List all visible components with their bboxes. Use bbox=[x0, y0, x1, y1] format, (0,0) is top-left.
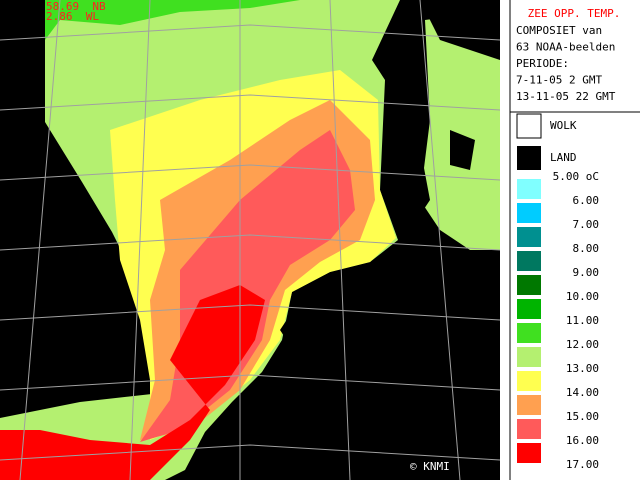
coord-lon: 2.86 WL bbox=[46, 10, 99, 23]
cloud-swatch bbox=[516, 113, 542, 139]
panel-line: COMPOSIET van bbox=[516, 24, 602, 37]
color-swatch bbox=[517, 419, 541, 439]
panel-line: 13-11-05 22 GMT bbox=[516, 90, 616, 103]
credit: © KNMI bbox=[410, 460, 450, 473]
land-swatch bbox=[517, 146, 541, 170]
scale-label: 17.00 bbox=[566, 458, 599, 471]
coord-lat: 58.69 NB bbox=[46, 0, 106, 13]
scale-label: 5.00 oC bbox=[553, 170, 599, 183]
scale-label: 8.00 bbox=[573, 242, 600, 255]
scale-label: 13.00 bbox=[566, 362, 599, 375]
scale-label: 15.00 bbox=[566, 410, 599, 423]
color-swatch bbox=[517, 251, 541, 271]
color-swatch bbox=[517, 371, 541, 391]
color-swatch bbox=[517, 203, 541, 223]
panel-line: 63 NOAA-beelden bbox=[516, 41, 615, 54]
color-swatch bbox=[517, 323, 541, 343]
scale-label: 7.00 bbox=[573, 218, 600, 231]
color-swatch bbox=[517, 299, 541, 319]
sea-map bbox=[0, 0, 500, 480]
color-swatch bbox=[517, 443, 541, 463]
scale-label: 16.00 bbox=[566, 434, 599, 447]
cloud-label: WOLK bbox=[550, 119, 577, 132]
color-swatch bbox=[517, 227, 541, 247]
color-swatch bbox=[517, 275, 541, 295]
graticule bbox=[0, 0, 501, 480]
land-label: LAND bbox=[550, 151, 577, 164]
scale-label: 6.00 bbox=[573, 194, 600, 207]
panel-title: ZEE OPP. TEMP. bbox=[528, 7, 621, 20]
scale-label: 10.00 bbox=[566, 290, 599, 303]
color-swatch bbox=[517, 347, 541, 367]
scale-label: 12.00 bbox=[566, 338, 599, 351]
scale-label: 9.00 bbox=[573, 266, 600, 279]
panel-line: PERIODE: bbox=[516, 57, 569, 70]
panel-line: 7-11-05 2 GMT bbox=[516, 74, 602, 87]
color-swatch bbox=[517, 179, 541, 199]
color-swatch bbox=[517, 395, 541, 415]
scale-label: 11.00 bbox=[566, 314, 599, 327]
scale-label: 14.00 bbox=[566, 386, 599, 399]
